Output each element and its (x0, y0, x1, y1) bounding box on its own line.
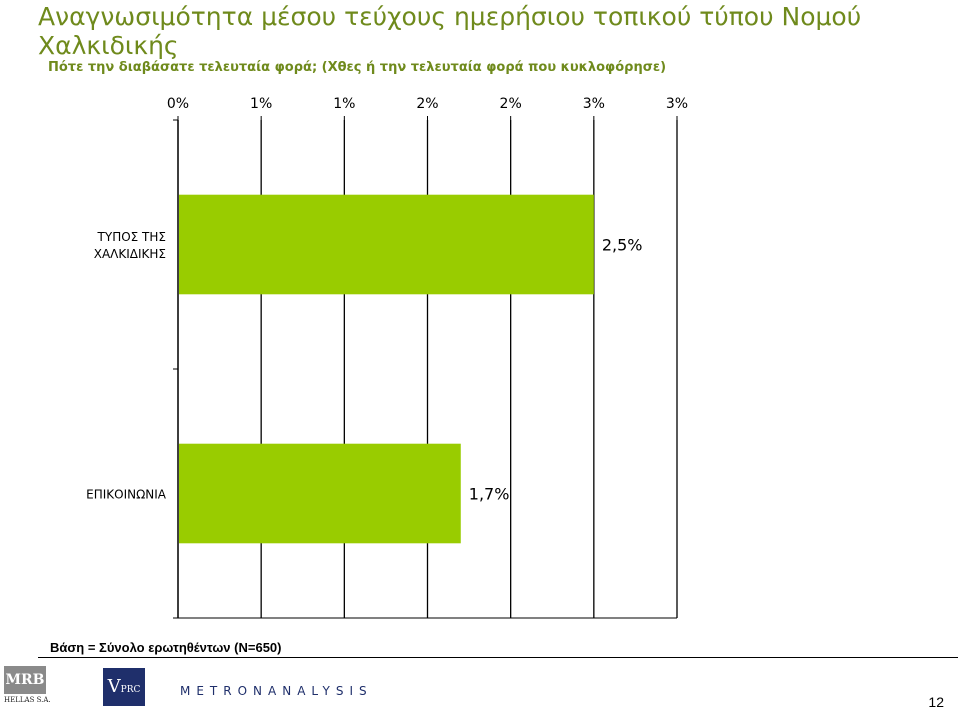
value-label: 2,5% (602, 236, 643, 255)
question-subtitle: Πότε την διαβάσατε τελευταία φορά; (Χθες… (48, 60, 667, 75)
category-label-line: ΤΥΠΟΣ ΤΗΣ (97, 230, 166, 244)
x-tick-label: 1% (250, 96, 272, 112)
footer-divider (38, 657, 958, 658)
x-tick-label: 3% (666, 96, 688, 112)
bar (179, 194, 594, 295)
x-tick-label: 2% (500, 96, 522, 112)
category-label-line: ΧΑΛΚΙΔΙΚΗΣ (94, 247, 166, 261)
x-tick-label: 0% (167, 96, 189, 112)
bar-chart: 0% 1% 1% 2% 2% 3% 3% ΤΥΠΟΣ ΤΗΣ ΧΑΛΚΙΔΙΚΗΣ 2,5% ΕΠΙ… (86, 96, 688, 619)
value-label: 1,7% (469, 485, 510, 504)
x-tick-label: 3% (583, 96, 605, 112)
vprc-logo-v: V (107, 676, 121, 697)
mrb-logo: MRB HELLAS S.A. (4, 666, 51, 706)
x-tick-label: 1% (333, 96, 355, 112)
page-number: 12 (928, 694, 944, 710)
category-label: ΕΠΙΚΟΙΝΩΝΙΑ (86, 488, 167, 502)
x-tick-label: 2% (416, 96, 438, 112)
category-label: ΤΥΠΟΣ ΤΗΣ ΧΑΛΚΙΔΙΚΗΣ (94, 230, 166, 261)
base-note: Βάση = Σύνολο ερωτηθέντων (N=650) (50, 640, 282, 655)
mrb-logo-sub: HELLAS S.A. (4, 696, 51, 704)
mrb-logo-mark: MRB (4, 666, 46, 694)
category-label-line: ΕΠΙΚΟΙΝΩΝΙΑ (86, 488, 167, 502)
bar (179, 443, 461, 544)
page-title: Αναγνωσιμότητα μέσου τεύχους ημερήσιου τ… (38, 2, 862, 60)
vprc-logo: VPRC (103, 668, 145, 706)
metron-analysis-logo: METRONANALYSIS (180, 684, 373, 698)
vprc-logo-prc: PRC (120, 685, 141, 695)
